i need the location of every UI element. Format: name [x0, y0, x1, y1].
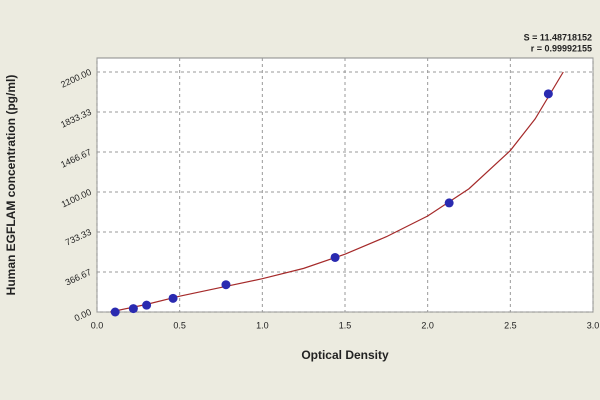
fit-curve — [110, 71, 564, 313]
data-point — [444, 198, 454, 208]
data-point — [330, 252, 340, 262]
data-point — [543, 89, 553, 99]
x-tick-label: 1.0 — [256, 320, 269, 330]
annotation: S = 11.48718152 — [524, 32, 592, 42]
x-tick-label: 2.0 — [421, 320, 434, 330]
x-tick-label: 0.0 — [91, 320, 104, 330]
y-tick-label: 2200.00 — [59, 67, 93, 90]
y-tick-label: 1100.00 — [60, 187, 93, 210]
data-point — [128, 304, 138, 314]
data-point — [110, 307, 120, 317]
x-axis-title: Optical Density — [301, 348, 389, 362]
y-axis-title: Human EGFLAM concentration (pg/ml) — [4, 75, 18, 296]
x-tick-label: 0.5 — [173, 320, 186, 330]
y-tick-label: 733.33 — [64, 227, 93, 248]
data-point — [142, 300, 152, 310]
x-tick-label: 1.5 — [339, 320, 352, 330]
y-tick-label: 1466.67 — [59, 147, 93, 170]
data-point — [221, 280, 231, 290]
annotation: r = 0.99992155 — [531, 43, 592, 53]
x-tick-label: 2.5 — [504, 320, 517, 330]
x-tick-label: 3.0 — [587, 320, 600, 330]
y-tick-label: 1833.33 — [59, 107, 93, 130]
data-point — [168, 293, 178, 303]
y-tick-label: 366.67 — [64, 267, 93, 288]
